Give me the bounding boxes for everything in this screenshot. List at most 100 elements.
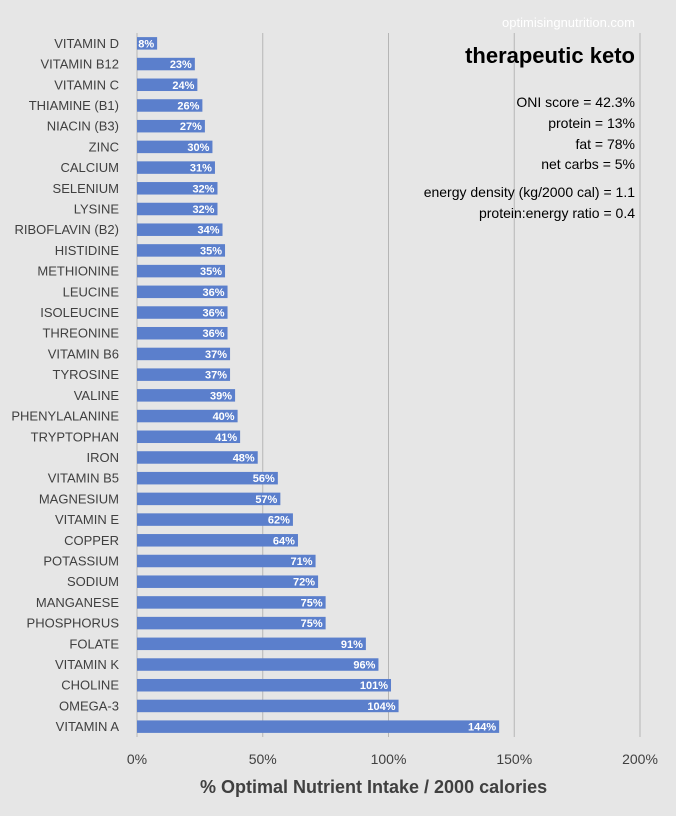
- category-label: SODIUM: [67, 574, 119, 589]
- value-label: 64%: [273, 535, 295, 547]
- category-label: VITAMIN K: [55, 657, 119, 672]
- value-label: 24%: [172, 80, 194, 92]
- net-carbs-stat: net carbs = 5%: [541, 156, 635, 173]
- value-label: 34%: [197, 225, 219, 237]
- bar: [137, 161, 215, 174]
- bar: [137, 389, 236, 402]
- protein-stat: protein = 13%: [548, 114, 635, 131]
- bar: [137, 326, 228, 340]
- bar: [137, 451, 258, 464]
- watermark: optimisingnutrition.com: [502, 15, 635, 30]
- bar: [137, 306, 228, 319]
- value-label: 48%: [233, 452, 255, 464]
- x-axis-title: % Optimal Nutrient Intake / 2000 calorie…: [200, 777, 548, 797]
- value-label: 35%: [200, 266, 222, 278]
- category-label: MAGNESIUM: [39, 491, 119, 506]
- bar: [137, 637, 366, 651]
- category-label: LYSINE: [74, 202, 120, 217]
- bar: [137, 658, 379, 671]
- category-label: VITAMIN C: [54, 77, 119, 92]
- value-label: 75%: [301, 618, 323, 630]
- bar: [137, 223, 223, 236]
- category-label: PHOSPHORUS: [27, 616, 120, 631]
- value-label: 39%: [210, 390, 232, 402]
- bar: [137, 430, 241, 444]
- category-label: PHENYLALANINE: [11, 409, 119, 424]
- bar: [137, 285, 228, 299]
- value-label: 62%: [268, 515, 290, 527]
- value-label: 26%: [177, 100, 199, 112]
- value-label: 56%: [253, 473, 275, 485]
- value-label: 72%: [293, 577, 315, 589]
- category-label: RIBOFLAVIN (B2): [14, 222, 119, 237]
- bar: [137, 244, 226, 257]
- value-label: 36%: [203, 328, 225, 340]
- stats-panel: ONI score = 42.3% protein = 13% fat = 78…: [424, 92, 635, 224]
- bar: [137, 140, 213, 154]
- category-label: LEUCINE: [63, 284, 120, 299]
- value-label: 36%: [203, 287, 225, 299]
- value-label: 36%: [203, 308, 225, 320]
- bar: [137, 699, 399, 713]
- category-label: VALINE: [74, 388, 120, 403]
- x-tick-label: 200%: [622, 751, 658, 767]
- category-label: THIAMINE (B1): [29, 98, 119, 113]
- bar: [137, 616, 326, 630]
- value-label: 91%: [341, 639, 363, 651]
- bar: [137, 347, 231, 361]
- bar: [137, 99, 203, 112]
- bar: [137, 182, 218, 195]
- x-tick-label: 50%: [249, 751, 277, 767]
- value-label: 57%: [255, 494, 277, 506]
- category-label: VITAMIN A: [56, 719, 120, 734]
- category-label: CHOLINE: [61, 678, 119, 693]
- category-label: VITAMIN B6: [48, 346, 119, 361]
- bar: [137, 78, 198, 92]
- bar: [137, 264, 226, 278]
- bar: [137, 409, 238, 423]
- value-label: 32%: [192, 183, 214, 195]
- bar: [137, 720, 500, 733]
- fat-stat: fat = 78%: [575, 135, 635, 152]
- category-label: NIACIN (B3): [47, 119, 119, 134]
- category-label: OMEGA-3: [59, 698, 119, 713]
- value-label: 35%: [200, 245, 222, 257]
- value-label: 40%: [213, 411, 235, 423]
- category-label: ISOLEUCINE: [40, 305, 119, 320]
- value-label: 37%: [205, 349, 227, 361]
- value-label: 31%: [190, 163, 212, 175]
- bar: [137, 471, 278, 485]
- energy-density-stat: energy density (kg/2000 cal) = 1.1: [423, 184, 635, 201]
- category-label: COPPER: [64, 533, 119, 548]
- bar: [137, 534, 298, 547]
- value-label: 27%: [180, 121, 202, 133]
- bar: [137, 57, 195, 71]
- protein-energy-stat: protein:energy ratio = 0.4: [478, 204, 635, 221]
- category-label: SELENIUM: [53, 181, 119, 196]
- bar: [137, 37, 158, 50]
- category-label: TYROSINE: [53, 367, 120, 382]
- bar: [137, 678, 392, 692]
- category-label: ZINC: [89, 139, 119, 154]
- category-label: VITAMIN B12: [40, 57, 119, 72]
- value-label: 23%: [170, 59, 192, 71]
- bar: [137, 513, 293, 526]
- bar: [137, 119, 205, 133]
- category-label: CALCIUM: [60, 160, 119, 175]
- bar: [137, 202, 218, 216]
- category-label: METHIONINE: [37, 264, 119, 279]
- category-label: VITAMIN B5: [48, 471, 119, 486]
- bar: [137, 368, 231, 381]
- category-label: POTASSIUM: [43, 554, 119, 569]
- value-label: 32%: [192, 204, 214, 216]
- chart-title: therapeutic keto: [465, 43, 635, 68]
- category-label: MANGANESE: [36, 595, 119, 610]
- x-tick-label: 0%: [127, 751, 147, 767]
- x-tick-label: 150%: [496, 751, 532, 767]
- value-label: 101%: [360, 680, 388, 692]
- bar: [137, 596, 326, 609]
- value-label: 37%: [205, 370, 227, 382]
- value-label: 75%: [301, 597, 323, 609]
- category-label: HISTIDINE: [55, 243, 120, 258]
